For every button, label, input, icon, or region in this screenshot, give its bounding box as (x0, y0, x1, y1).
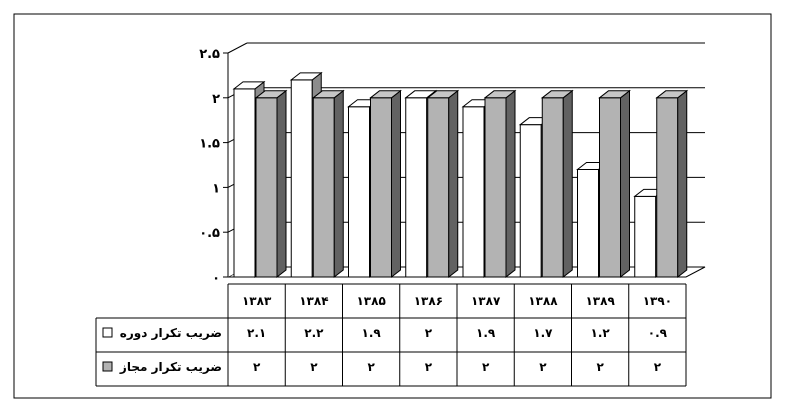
data-label: ۱.۷ (533, 326, 553, 340)
data-label: ۲ (654, 360, 662, 374)
bar-top (232, 81, 266, 90)
x-tick-label: ۱۳۸۹ (585, 294, 615, 308)
bar-front (427, 97, 450, 278)
y-tick-label: ۲ (212, 92, 220, 107)
bar-top (426, 90, 460, 99)
data-label: ۱.۹ (362, 326, 382, 340)
gridline-diagonal (227, 42, 248, 54)
legend-key (102, 327, 113, 338)
legend-label: ضریب تکرار دوره (120, 326, 222, 341)
bar-allowed-5 (540, 89, 574, 279)
bar-front (370, 97, 392, 278)
x-tick-label: ۱۳۸۳ (242, 294, 272, 308)
x-tick-label: ۱۳۸۵ (356, 294, 385, 308)
bar-top (404, 90, 438, 99)
bar-front (348, 106, 370, 278)
data-label: ۲ (539, 360, 547, 374)
bar-side (448, 89, 459, 279)
bar-allowed-3 (426, 89, 460, 279)
x-tick-label: ۱۳۸۸ (528, 294, 558, 308)
bar-front (599, 97, 621, 278)
y-tick-label: ۱.۵ (199, 137, 220, 152)
data-label: ۲ (425, 326, 433, 340)
data-label: ۲ (596, 360, 604, 374)
bar-allowed-6 (598, 89, 631, 279)
data-label: ۱.۹ (476, 326, 496, 340)
y-tick-label: ۱ (212, 181, 220, 196)
bar-allowed-1 (311, 89, 345, 279)
bar-top (369, 90, 402, 99)
legend-key (102, 361, 113, 372)
bar-top (540, 90, 574, 99)
bar-front (541, 97, 564, 278)
data-label: ۲ (253, 360, 261, 374)
bar-front (577, 168, 599, 278)
y-tick-label: ۰.۵ (199, 226, 220, 241)
bar-side (620, 89, 630, 279)
bar-top (483, 90, 517, 99)
bar-front (462, 106, 485, 278)
data-label: ۲ (425, 360, 433, 374)
data-label: ۲.۱ (247, 326, 266, 340)
x-tick-label: ۱۳۹۰ (643, 294, 672, 308)
bar-side (333, 89, 344, 279)
bar-front (312, 97, 335, 278)
x-tick-label: ۱۳۸۶ (414, 294, 443, 308)
bar-top (254, 90, 288, 99)
bar-front (290, 79, 313, 278)
x-tick-label: ۱۳۸۴ (299, 294, 328, 308)
bar-side (391, 89, 401, 279)
data-label: ۲ (482, 360, 490, 374)
bar-front (656, 97, 679, 278)
bar-front (233, 88, 256, 278)
data-label: ۲ (310, 360, 318, 374)
y-tick-label: ۲.۵ (199, 47, 220, 62)
bar-side (505, 89, 516, 279)
chart-border (13, 13, 772, 399)
bar-top (598, 90, 631, 99)
data-label: ۱.۲ (591, 326, 611, 340)
data-label: ۲.۲ (304, 326, 324, 340)
legend-label: ضریب تکرار مجاز (119, 360, 222, 374)
bar-allowed-4 (483, 89, 517, 279)
bar-side (562, 89, 573, 279)
bar-side (677, 89, 688, 279)
x-tick-label: ۱۳۸۷ (471, 294, 501, 308)
bar-front (255, 97, 278, 278)
bar-front (519, 124, 542, 278)
data-label: ۲ (367, 360, 375, 374)
bar-top (289, 72, 323, 81)
bar-front (634, 195, 657, 278)
bar-top (311, 90, 345, 99)
bar-side (276, 89, 287, 279)
bar-allowed-2 (369, 89, 402, 279)
bar-top (655, 90, 689, 99)
bar-allowed-0 (254, 89, 288, 279)
bar-allowed-7 (655, 89, 689, 279)
data-label: ۰.۹ (648, 326, 668, 340)
bar-front (405, 97, 428, 278)
y-tick-label: ۰ (212, 271, 220, 286)
bar-front (484, 97, 507, 278)
